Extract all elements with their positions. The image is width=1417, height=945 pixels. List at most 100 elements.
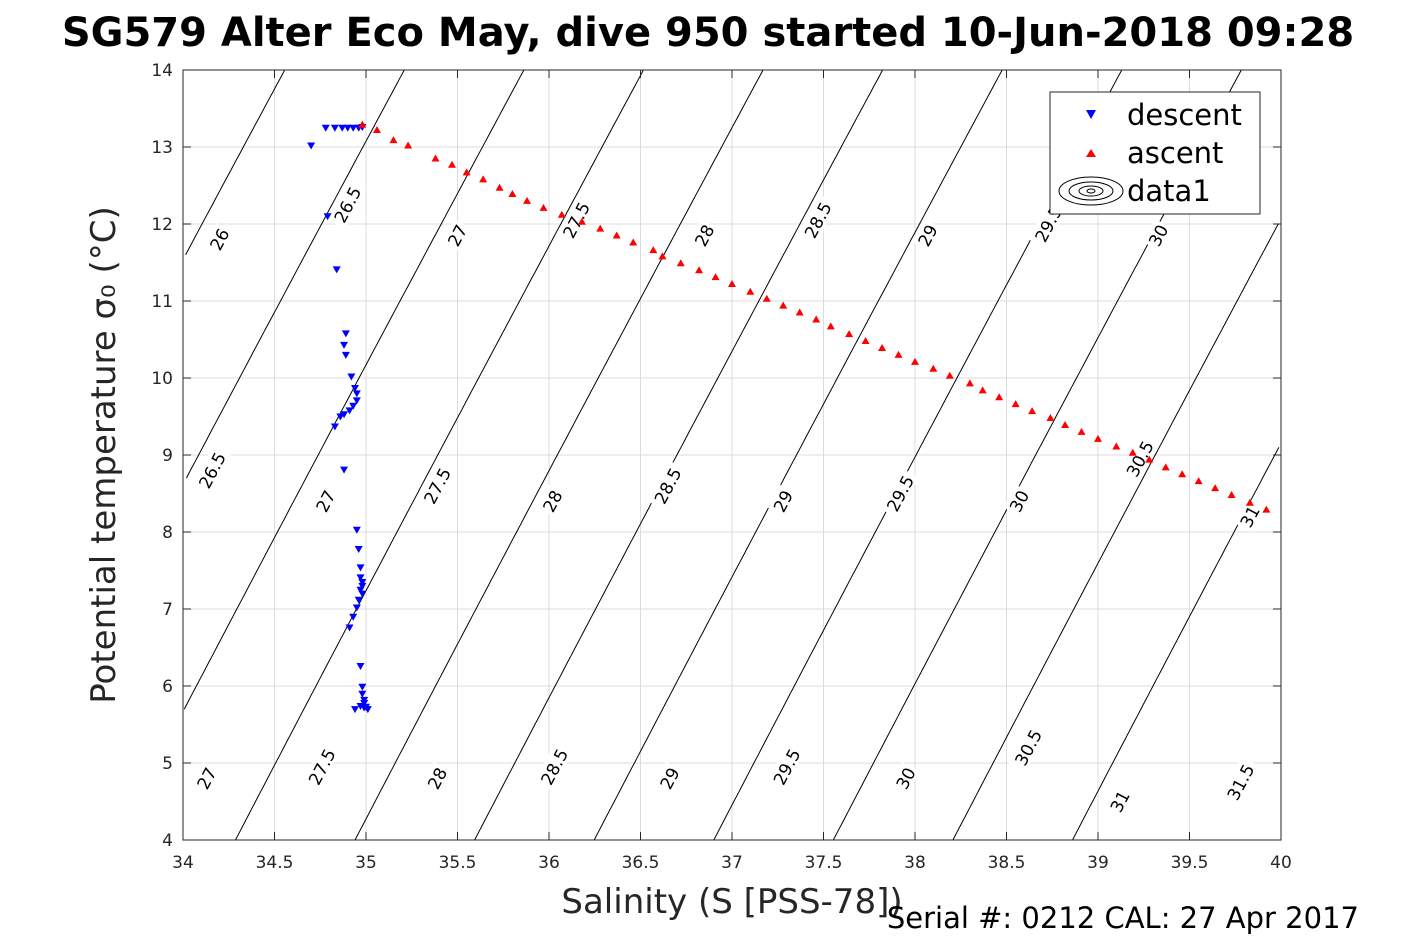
x-tick-label: 37.5 (805, 853, 843, 873)
ascent-point (779, 301, 788, 309)
contour-label: 31 (1234, 499, 1265, 533)
contour-label-bg (536, 484, 567, 517)
serial-cal-info: Serial #: 0212 CAL: 27 Apr 2017 (887, 901, 1359, 935)
contour-label-bg (421, 761, 452, 795)
contour-label-bg (190, 761, 221, 795)
y-tick-label: 13 (151, 138, 173, 158)
descent-point (358, 590, 367, 598)
legend-ascent-marker (1086, 149, 1096, 157)
y-axis-label: Potential temperature σ₀ (°C) (84, 206, 124, 704)
ascent-point (1112, 442, 1121, 450)
ascent-point (746, 287, 755, 295)
ascent-point (1178, 470, 1187, 478)
descent-point (352, 390, 361, 398)
contour-label-bg (1104, 784, 1134, 818)
ascent-point (358, 120, 367, 128)
contour-label-bg (647, 460, 687, 511)
ascent-point (596, 224, 605, 232)
ascent-point (389, 136, 398, 144)
contour-label-bg (797, 194, 837, 245)
contour-label-bg (1007, 722, 1048, 773)
ascent-point (479, 175, 488, 183)
contour-label: 28 (688, 218, 719, 252)
ascent-point (448, 160, 457, 168)
x-tick-label: 38 (904, 853, 926, 873)
ascent-point (1028, 407, 1037, 415)
descent-point (307, 142, 316, 150)
ascent-point (404, 141, 413, 149)
descent-point (356, 662, 365, 670)
contour-label-bg (767, 484, 798, 517)
legend: descent ascent data1 (1049, 91, 1261, 215)
isopycnal-31 (952, 223, 1279, 841)
ascent-point (1211, 484, 1220, 492)
descent-point (340, 341, 349, 349)
ascent-point (676, 259, 685, 267)
ascent-point (508, 189, 517, 197)
descent-point (351, 706, 360, 714)
isopycnal-28.5 (354, 69, 764, 841)
x-tick-label: 34.5 (256, 853, 294, 873)
ascent-point (911, 357, 919, 365)
y-tick-label: 11 (151, 292, 173, 312)
descent-point (354, 596, 363, 604)
ascent-point (711, 273, 720, 281)
y-tick-label: 6 (162, 677, 173, 697)
legend-descent-label: descent (1127, 98, 1242, 132)
y-tick-label: 12 (151, 215, 173, 235)
descent-point (343, 124, 352, 132)
ascent-point (826, 322, 835, 330)
ascent-point (495, 183, 504, 191)
y-tick-label: 9 (162, 446, 173, 466)
descent-point (351, 385, 360, 393)
grid-lines (182, 69, 1282, 841)
isopycnal-26.5 (185, 69, 286, 256)
x-tick-label: 34 (172, 853, 194, 873)
ascent-point (695, 266, 704, 274)
descent-point (356, 703, 365, 711)
ascent-point (577, 217, 586, 225)
legend-ascent-label: ascent (1127, 136, 1223, 170)
ascent-point (1094, 434, 1102, 442)
legend-data1-label: data1 (1127, 174, 1211, 208)
ascent-point (1227, 491, 1236, 499)
ascent-point (878, 343, 887, 351)
legend-descent-marker (1086, 110, 1096, 119)
y-tick-label: 14 (151, 61, 173, 81)
contour-label-bg (1119, 433, 1159, 484)
descent-point (340, 466, 349, 474)
contour-label-bg (327, 179, 367, 230)
descent-point (321, 124, 330, 132)
y-tick-label: 8 (162, 523, 173, 543)
x-tick-label: 35.5 (439, 853, 477, 873)
ascent-point (1011, 400, 1020, 408)
descent-point (340, 411, 349, 419)
contour-label-bg (688, 218, 719, 252)
ascent-point (978, 386, 987, 394)
ascent-point (1262, 505, 1271, 513)
contour-label-bg (890, 761, 920, 795)
ascent-point (658, 252, 667, 260)
ascent-point (945, 371, 954, 379)
ascent-point (539, 203, 548, 211)
ascent-point (649, 246, 658, 254)
x-tick-label: 39.5 (1171, 853, 1209, 873)
descent-point (352, 397, 361, 405)
ascent-point (1046, 414, 1055, 422)
legend-box (1049, 91, 1261, 215)
ascent-point (629, 238, 638, 246)
contour-label-bg (1220, 756, 1260, 807)
contour-label-bg (1003, 484, 1034, 517)
descent-point (338, 124, 347, 132)
descent-point (345, 624, 354, 632)
x-tick-label: 39 (1087, 853, 1109, 873)
descent-point (352, 604, 361, 612)
ascent-series (358, 120, 1271, 513)
ascent-point (612, 231, 621, 239)
ascent-point (812, 315, 821, 323)
contour-label-bg (203, 222, 234, 256)
y-tick-label: 4 (162, 831, 173, 851)
legend-contour-icon (1058, 176, 1124, 206)
descent-point (330, 423, 339, 431)
x-tick-label: 38.5 (988, 853, 1026, 873)
